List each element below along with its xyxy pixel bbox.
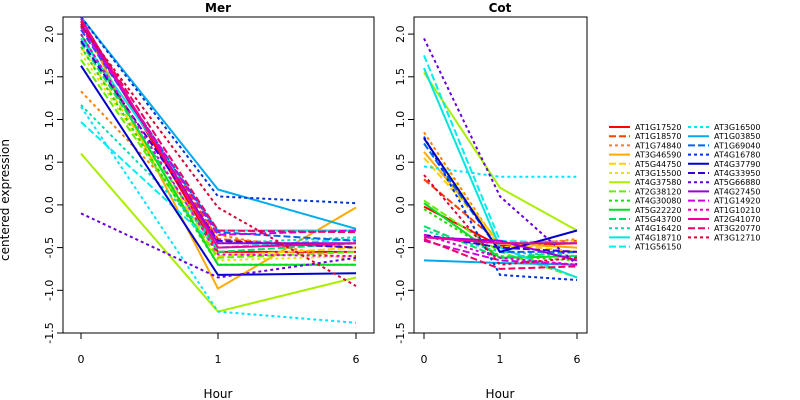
- cot-y-tick-label: 1.5: [394, 68, 407, 86]
- mer-x-tick-label: 6: [353, 353, 360, 366]
- cot-series-line-at4g37580: [423, 71, 578, 232]
- cot-series-line-at1g74840: [423, 131, 578, 249]
- cot-series-line-at1g14920: [423, 239, 578, 266]
- mer-y-tick-label: -1.0: [43, 280, 56, 301]
- legend-label: AT1G03850: [714, 132, 760, 141]
- mer-y-tick-label: 0.5: [43, 153, 56, 171]
- mer-y-tick-label: -1.5: [43, 322, 56, 343]
- cot-x-tick-label: 1: [497, 353, 504, 366]
- mer-series-line-at1g10210: [80, 33, 357, 258]
- legend-label: AT1G74840: [635, 141, 681, 150]
- mer-series-line-at1g03850: [80, 16, 357, 230]
- mer-series-line-at2g41070: [80, 18, 357, 249]
- cot-y-tick-label: -1.0: [394, 280, 407, 301]
- panel-cot-x-axis: 0 1 6: [421, 333, 581, 366]
- cot-series-line-at5g22220: [423, 202, 578, 259]
- legend: AT1G17520AT1G18570AT1G74840AT3G46590AT5G…: [609, 123, 760, 252]
- mer-y-tick-label: 1.0: [43, 111, 56, 128]
- cot-y-tick-label: -0.5: [394, 237, 407, 258]
- mer-series-line-at4g16420: [80, 104, 357, 245]
- mer-y-tick-label: -0.5: [43, 237, 56, 258]
- panel-mer-lines: [80, 16, 357, 324]
- legend-label: AT3G46590: [635, 151, 681, 160]
- cot-series-line-at4g37790: [423, 137, 578, 254]
- cot-series-line-at3g12710: [423, 174, 578, 266]
- cot-series-line-at1g10210: [423, 233, 578, 266]
- legend-label: AT4G27450: [714, 187, 760, 196]
- mer-x-tick-label: 0: [78, 353, 85, 366]
- cot-series-line-at3g16500: [423, 165, 577, 178]
- cot-series-line-at3g20770: [423, 238, 578, 270]
- panel-mer-x-axis-label: Hour: [204, 387, 233, 400]
- mer-series-line-at5g43700: [80, 42, 357, 253]
- mer-series-line-at2g38120: [80, 59, 357, 259]
- legend-label: AT3G12710: [714, 233, 760, 242]
- panel-cot-x-axis-label: Hour: [486, 387, 515, 400]
- cot-series-line-at3g15500: [423, 137, 578, 249]
- legend-label: AT4G30080: [635, 197, 681, 206]
- mer-series-line-at4g37790: [80, 65, 357, 276]
- cot-series-line-at4g16780: [423, 136, 578, 281]
- legend-label: AT4G37580: [635, 178, 681, 187]
- panel-cot: Cot Hour -1.5 -1.0 -0.5 0.0 0.5 1.0 1.5 2.0 0 1 6: [394, 1, 588, 400]
- mer-series-line-at1g56150: [80, 121, 357, 249]
- mer-series-line-at1g18570: [80, 24, 357, 249]
- mer-series-line-at5g66880: [80, 212, 357, 279]
- panel-mer: Mer Hour -1.5 -1.0 -0.5 0.0 0.5 1.0 1.5 2.0 0 1 6: [43, 1, 375, 400]
- panel-mer-y-axis: -1.5 -1.0 -0.5 0.0 0.5 1.0 1.5 2.0: [43, 25, 63, 344]
- cot-series-line-at5g66880: [423, 37, 578, 266]
- mer-series-line-at1g74840: [80, 90, 357, 262]
- cot-series-line-at4g30080: [423, 208, 578, 262]
- legend-label: AT4G16420: [635, 224, 681, 233]
- panel-cot-title: Cot: [489, 1, 512, 15]
- legend-label: AT3G20770: [714, 224, 760, 233]
- mer-y-tick-label: 2.0: [43, 25, 56, 43]
- mer-series-line-at3g16500: [80, 106, 357, 324]
- y-axis-label: centered expression: [0, 139, 12, 261]
- legend-label: AT1G10210: [714, 206, 760, 215]
- legend-label: AT3G15500: [635, 169, 681, 178]
- mer-series-line-at3g15500: [80, 52, 357, 262]
- cot-series-line-at1g56150: [423, 55, 578, 245]
- cot-y-tick-label: 2.0: [394, 25, 407, 43]
- cot-y-tick-label: 0.0: [394, 196, 407, 214]
- cot-y-tick-label: 0.5: [394, 153, 407, 171]
- legend-label: AT5G22220: [635, 206, 681, 215]
- cot-x-tick-label: 0: [421, 353, 428, 366]
- legend-label: AT1G56150: [635, 243, 681, 252]
- cot-series-line-at1g03850: [423, 259, 578, 266]
- mer-series-line-at3g20770: [80, 20, 357, 234]
- mer-x-tick-label: 1: [215, 353, 222, 366]
- cot-x-tick-label: 6: [574, 353, 581, 366]
- cot-y-tick-label: -1.5: [394, 322, 407, 343]
- mer-y-tick-label: 1.5: [43, 68, 56, 86]
- legend-label: AT4G18710: [635, 233, 681, 242]
- legend-label: AT1G18570: [635, 132, 681, 141]
- legend-label: AT1G17520: [635, 123, 681, 132]
- legend-label: AT4G33950: [714, 169, 760, 178]
- legend-label: AT4G16780: [714, 151, 760, 160]
- legend-label: AT4G37790: [714, 160, 760, 169]
- panel-mer-x-axis: 0 1 6: [78, 333, 360, 366]
- mer-series-line-at1g14920: [80, 26, 357, 236]
- legend-label: AT1G14920: [714, 197, 760, 206]
- legend-label: AT5G44750: [635, 160, 681, 169]
- cot-y-tick-label: 1.0: [394, 111, 407, 128]
- mer-series-line-at4g27450: [80, 23, 356, 245]
- mer-y-tick-label: 0.0: [43, 196, 56, 214]
- panel-mer-title: Mer: [205, 1, 231, 15]
- legend-label: AT5G66880: [714, 178, 760, 187]
- legend-label: AT5G43700: [635, 215, 681, 224]
- mer-series-line-at5g44750: [80, 46, 357, 258]
- legend-label: AT2G41070: [714, 215, 760, 224]
- legend-label: AT3G16500: [714, 123, 760, 132]
- legend-label: AT2G38120: [635, 187, 681, 196]
- panel-cot-y-axis: -1.5 -1.0 -0.5 0.0 0.5 1.0 1.5 2.0: [394, 25, 414, 344]
- cot-series-line-at2g41070: [423, 236, 577, 245]
- panel-cot-lines: [423, 37, 578, 281]
- legend-label: AT1G69040: [714, 141, 760, 150]
